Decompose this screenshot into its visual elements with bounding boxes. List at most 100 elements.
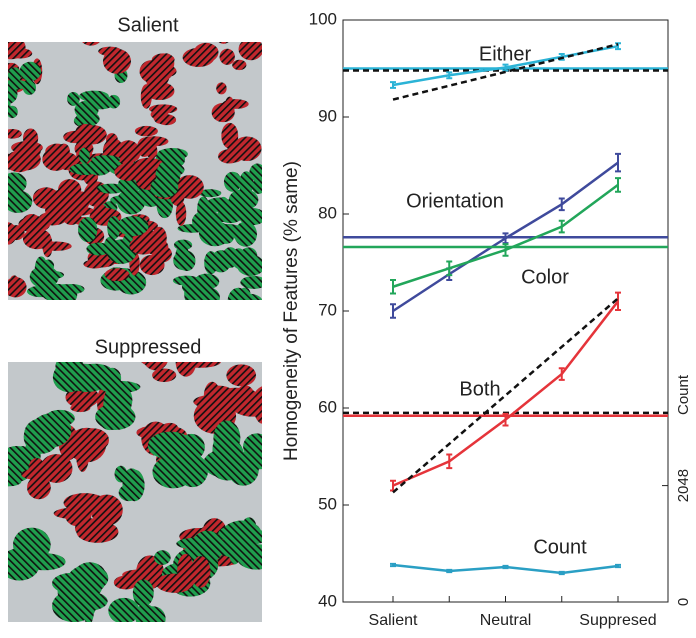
texture-patch [154,550,171,565]
texture-patch [73,562,107,592]
texture-patch [22,214,42,232]
x-tick-label: Suppresed [579,612,656,629]
y2-tick-label: 2048 [675,469,692,502]
texture-patch [141,84,152,109]
texture-patch [263,397,274,422]
texture-patch [11,141,43,154]
texture-patch [152,456,194,489]
texture-patch [52,192,74,202]
texture-patch [183,48,215,67]
texture-patch [224,172,242,192]
texture-patch [23,228,51,249]
texture-patch [23,80,36,95]
texture-patch [114,163,142,181]
texture-patch [135,126,158,136]
series-label: Color [521,266,569,288]
texture-patch [42,260,54,273]
texture-patch [232,60,246,70]
texture-patch [67,92,80,106]
y-tick-label: 90 [318,106,337,125]
texture-patch [133,580,154,607]
texture-patch [9,275,20,295]
texture-patch [19,533,44,543]
texture-patch [227,230,252,239]
texture-patch [201,29,231,40]
texture-patch [52,284,77,305]
texture-patch [27,286,56,297]
texture-patch [0,548,40,580]
x-tick-label: Salient [369,612,418,629]
series-label: Orientation [406,190,504,212]
texture-patch [220,49,235,65]
texture-patch [65,207,94,216]
texture-patch [58,335,90,361]
texture-patch [236,385,255,408]
texture-patch [150,177,178,198]
texture-patch [152,227,167,249]
texture-patch [79,148,90,164]
texture-patch [7,106,18,118]
texture-patch [40,454,72,483]
texture-patch [216,82,226,94]
texture-patch [243,433,270,459]
texture-patch [122,569,157,580]
texture-patch [174,240,192,251]
y2-axis-label: Count [675,374,692,415]
texture-patch [91,495,123,526]
texture-patch [218,36,230,44]
texture-patch [31,413,72,447]
texture-patch [70,404,90,412]
error-bar [615,178,621,192]
texture-patch [8,67,21,82]
texture-patch [237,255,265,276]
texture-patch [75,130,95,142]
error-bar [615,154,621,171]
texture-patch [55,356,80,378]
texture-patch [98,47,122,56]
texture-patch [108,95,121,109]
texture-patch [97,184,125,194]
texture-patch [233,294,262,309]
texture-patch [124,470,144,502]
texture-patch [252,179,266,194]
texture-patch [158,163,184,177]
texture-patch [242,517,256,534]
series-label: Count [533,536,587,558]
texture-patch [192,211,217,232]
y2-tick-label: 0 [675,598,692,606]
texture-patch [83,260,105,269]
fit-line [393,298,618,492]
texture-patch [83,593,94,625]
texture-patch [226,364,256,386]
series-label: Both [459,378,500,400]
texture-patch [194,274,219,290]
texture-patch [158,65,177,77]
texture-patch [86,243,110,256]
texture-patch [69,163,101,175]
y-axis-label: Homogeneity of Features (% same) [281,161,302,461]
texture-patch [0,68,1,80]
texture-patch [118,216,149,236]
y-tick-label: 40 [318,591,337,610]
texture-patch [191,556,210,588]
texture-patch [239,38,264,60]
series-label: Either [479,43,532,65]
y-tick-label: 70 [318,300,337,319]
texture-patch [189,291,213,303]
y-tick-label: 60 [318,397,337,416]
texture-patch [239,208,266,225]
texture-patch [211,250,231,272]
texture-patch [240,276,267,289]
texture-patch [184,299,201,320]
texture-patch [178,434,205,460]
texture-patch [91,155,120,163]
texture-patch [212,437,225,462]
texture-patch [152,368,176,382]
texture-patch [212,103,235,122]
texture-patch [20,62,41,81]
texture-patch [107,216,120,239]
figure: Salient Suppressed Homogeneity of Featur… [0,0,696,633]
texture-patch [105,268,130,281]
texture-patch [89,25,100,45]
y-tick-label: 80 [318,203,337,222]
